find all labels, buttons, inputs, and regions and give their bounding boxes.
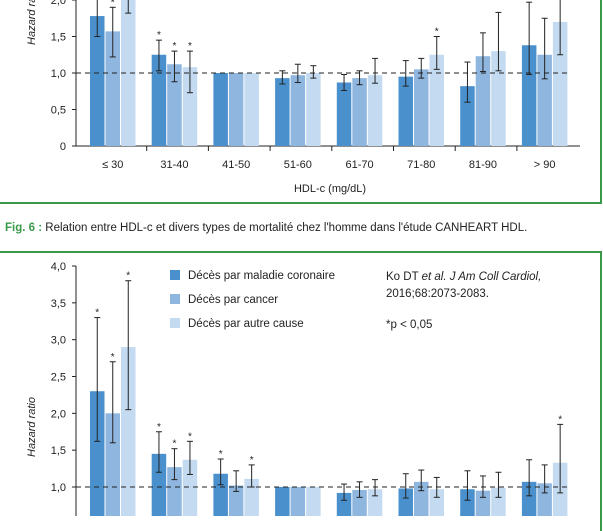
bar xyxy=(228,485,244,516)
bar xyxy=(336,82,352,146)
y-tick-label: 0 xyxy=(60,141,66,153)
significance-star: * xyxy=(435,27,439,38)
x-tick-label: 61-70 xyxy=(345,159,373,171)
bar xyxy=(491,487,506,516)
x-tick-label: 31-40 xyxy=(160,159,188,171)
x-tick-label: 81-90 xyxy=(469,159,497,171)
bar xyxy=(460,489,475,516)
y-tick-label: 2,0 xyxy=(51,408,66,420)
bar xyxy=(336,492,352,516)
y-tick-label: 3,5 xyxy=(51,298,66,310)
y-axis-label: Hazard ratio xyxy=(26,0,38,45)
significance-star: * xyxy=(95,308,99,319)
figure-6-caption-text: Relation entre HDL-c et divers types de … xyxy=(42,222,528,234)
bar xyxy=(429,54,444,146)
y-axis-label: Hazard ratio xyxy=(26,397,38,457)
bar xyxy=(167,467,182,516)
bar xyxy=(367,75,383,146)
bar xyxy=(521,481,537,516)
x-tick-label: ≤ 30 xyxy=(102,159,123,171)
bar xyxy=(182,67,198,146)
bar xyxy=(367,489,383,516)
bar xyxy=(275,487,290,516)
figure-6-caption: Fig. 6 : Relation entre HDL-c et divers … xyxy=(5,222,527,234)
bar xyxy=(491,51,506,146)
reference-citation: Ko DT et al. J Am Coll Cardiol, xyxy=(386,271,541,283)
x-tick-label: 71-80 xyxy=(407,159,435,171)
y-tick-label: 1,0 xyxy=(51,68,66,80)
bar xyxy=(290,75,306,146)
charts-canvas: 0 0,5 1,0 1,5 2,0 Hazard ratio * * * * * * ≤ 30 31-40… xyxy=(26,0,580,516)
bar xyxy=(414,481,429,516)
bar xyxy=(290,487,306,516)
figure-6-label: Fig. 6 : xyxy=(5,222,43,234)
bar xyxy=(352,489,367,516)
significance-star: * xyxy=(126,271,130,282)
bar xyxy=(398,76,413,146)
bar xyxy=(275,78,290,146)
bar xyxy=(213,73,228,146)
bar xyxy=(90,391,105,516)
bar xyxy=(398,488,413,516)
bar xyxy=(213,473,228,516)
bar xyxy=(121,347,136,516)
legend-swatch xyxy=(170,270,180,280)
y-tick-label: 0,5 xyxy=(51,105,66,117)
y-tick-label: 3,0 xyxy=(51,335,66,347)
bar xyxy=(475,56,491,146)
significance-star: * xyxy=(111,0,115,8)
x-axis-title: HDL-c (mg/dL) xyxy=(294,183,366,195)
bar xyxy=(521,45,537,147)
legend-label: Décès par autre cause xyxy=(188,318,304,330)
bar xyxy=(121,0,136,147)
significance-star: * xyxy=(188,431,192,442)
legend-swatch xyxy=(170,318,180,328)
bar xyxy=(151,453,167,516)
bar xyxy=(460,86,475,146)
significance-star: * xyxy=(157,422,161,433)
bar xyxy=(306,73,321,146)
x-tick-label: 41-50 xyxy=(222,159,250,171)
legend-label: Décès par cancer xyxy=(188,294,278,306)
y-tick-label: 1,0 xyxy=(51,482,66,494)
significance-star: * xyxy=(219,449,223,460)
bar xyxy=(414,69,429,146)
bar xyxy=(151,54,167,146)
significance-star: * xyxy=(188,41,192,52)
legend-label: Décès par maladie coronaire xyxy=(188,270,335,282)
bar xyxy=(352,78,367,146)
bar xyxy=(182,459,198,516)
y-tick-label: 2,5 xyxy=(51,372,66,384)
x-tick-label: 51-60 xyxy=(284,159,312,171)
y-tick-label: 1,5 xyxy=(51,445,66,457)
bar xyxy=(429,489,444,516)
significance-star: * xyxy=(157,30,161,41)
bar xyxy=(537,483,552,516)
bar xyxy=(167,64,182,146)
significance-note: *p < 0,05 xyxy=(386,319,432,331)
y-tick-label: 1,5 xyxy=(51,32,66,44)
significance-star: * xyxy=(558,414,562,425)
significance-star: * xyxy=(111,352,115,363)
bar xyxy=(105,413,120,516)
bar xyxy=(306,487,321,516)
significance-star: * xyxy=(250,455,254,466)
significance-star: * xyxy=(172,439,176,450)
bar xyxy=(244,478,259,516)
bar xyxy=(537,54,552,146)
x-tick-label: > 90 xyxy=(534,159,556,171)
bar xyxy=(475,490,491,516)
chart-2: 1,0 1,5 2,0 2,5 3,0 3,5 4,0 Hazard ratio * * * * * * *… xyxy=(26,261,570,516)
bar xyxy=(105,31,120,146)
bar xyxy=(90,16,105,147)
bar xyxy=(552,21,568,146)
bar xyxy=(228,73,244,146)
y-tick-label: 2,0 xyxy=(51,0,66,7)
y-tick-label: 4,0 xyxy=(51,261,66,273)
bar xyxy=(244,73,259,146)
legend-swatch xyxy=(170,294,180,304)
reference-detail: 2016;68:2073-2083. xyxy=(386,288,489,300)
significance-star: * xyxy=(172,41,176,52)
